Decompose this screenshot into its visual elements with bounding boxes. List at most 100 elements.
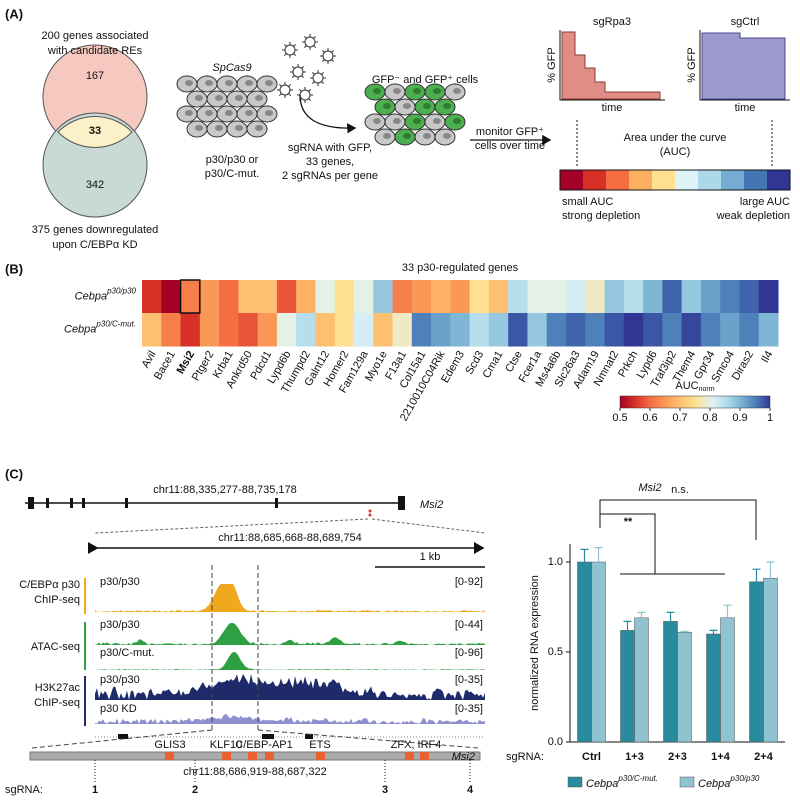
heat-cell: [373, 313, 394, 347]
heat-cell: [566, 313, 586, 347]
label: Msi2: [452, 751, 475, 763]
heat-cell: [585, 280, 606, 314]
gene-label: Cma1: [481, 349, 506, 380]
label: 0.6: [642, 412, 657, 424]
nucleus: [205, 80, 213, 86]
heat-cell: [199, 280, 220, 314]
row-label: Cebpap30/C-mut.: [64, 320, 136, 336]
signal: [95, 674, 485, 700]
label: [0-92]: [455, 576, 483, 588]
label: sgRNA:: [506, 751, 544, 763]
label: Msi2: [420, 499, 443, 511]
heat-cell: [450, 313, 471, 347]
nucleus: [413, 118, 421, 124]
nucleus: [393, 118, 401, 124]
nucleus: [265, 110, 273, 116]
label: sgRNA with GFP,: [288, 142, 372, 154]
label-sup: p30/C-mut.: [617, 774, 658, 783]
spike: [293, 53, 297, 57]
gfp-curve: [561, 31, 661, 100]
error-bar: [680, 630, 689, 633]
gfp-curve: [701, 32, 786, 100]
significance-brackets: [599, 499, 757, 575]
virus: [279, 84, 291, 96]
heat-cell: [354, 313, 374, 347]
label: 1+3: [625, 751, 644, 763]
nucleus: [403, 103, 411, 109]
error-bar: [580, 548, 589, 562]
spike: [321, 59, 325, 63]
nucleus: [235, 125, 243, 131]
nucleus: [215, 95, 223, 101]
cell-cluster: [364, 83, 466, 146]
nucleus: [383, 133, 391, 139]
nucleus: [205, 110, 213, 116]
nucleus: [185, 80, 193, 86]
label: % GFP: [546, 47, 558, 82]
label: chr11:88,335,277-88,735,178: [153, 484, 297, 496]
heat-cell: [315, 280, 336, 314]
heat-cell: [662, 313, 683, 347]
heat-cell: [296, 313, 316, 347]
heat-cell: [681, 280, 702, 314]
label: 2+4: [754, 751, 774, 763]
heat-cell: [219, 280, 239, 314]
spike: [308, 98, 312, 102]
marker: [368, 513, 372, 517]
heat-cell: [720, 313, 740, 347]
spike: [278, 83, 282, 87]
spike: [331, 49, 335, 53]
label: p30/p30: [100, 674, 140, 686]
legend-swatch: [567, 776, 583, 788]
label: 1: [767, 412, 773, 424]
heat-cell: [392, 313, 413, 347]
label-sub: norm: [699, 386, 715, 393]
heat-cell: [488, 280, 509, 314]
sgrna-lines: [94, 760, 471, 782]
heat-cell: [469, 313, 490, 347]
label: 33: [89, 125, 101, 137]
error-bar: [623, 620, 632, 631]
label: [0-35]: [455, 674, 483, 686]
label: GFP⁻ and GFP⁺ cells: [372, 74, 479, 86]
nucleus: [433, 118, 441, 124]
heat-cell: [276, 313, 297, 347]
spike: [301, 75, 305, 79]
heat-cell: [508, 313, 528, 347]
label: 0.0: [548, 736, 563, 748]
nucleus: [403, 133, 411, 139]
label: 0.9: [732, 412, 747, 424]
error-bar: [666, 611, 675, 622]
label: ChIP-seq: [34, 697, 80, 709]
spike: [303, 45, 307, 49]
annotation-exons: [118, 734, 313, 739]
nucleus: [383, 103, 391, 109]
gene-label: Il4: [759, 349, 775, 365]
label: p30/C-mut.: [100, 647, 154, 659]
error-bar: [709, 629, 718, 634]
heat-cell: [566, 280, 586, 314]
label: weak depletion: [716, 210, 790, 222]
bar: [677, 631, 692, 743]
label: 0.7: [672, 412, 687, 424]
label: strong depletion: [562, 210, 640, 222]
label: monitor GFP⁺: [476, 126, 544, 138]
spike: [278, 93, 282, 97]
spike: [313, 45, 317, 49]
label: (C): [5, 466, 23, 481]
label-italic: Cebpa: [75, 290, 107, 302]
heat-cell: [450, 280, 471, 314]
label: 1 kb: [420, 551, 441, 563]
bar: [577, 561, 592, 743]
label-italic: Cebpa: [698, 778, 730, 790]
label: 0.5: [548, 646, 563, 658]
label: large AUC: [740, 196, 790, 208]
bar: [720, 617, 735, 743]
heat-cell: [508, 280, 528, 314]
axis: [559, 30, 665, 101]
heat-cell: [199, 313, 220, 347]
label: [0-96]: [455, 647, 483, 659]
signal: [95, 623, 485, 645]
virus: [304, 36, 316, 48]
nucleus: [453, 118, 461, 124]
